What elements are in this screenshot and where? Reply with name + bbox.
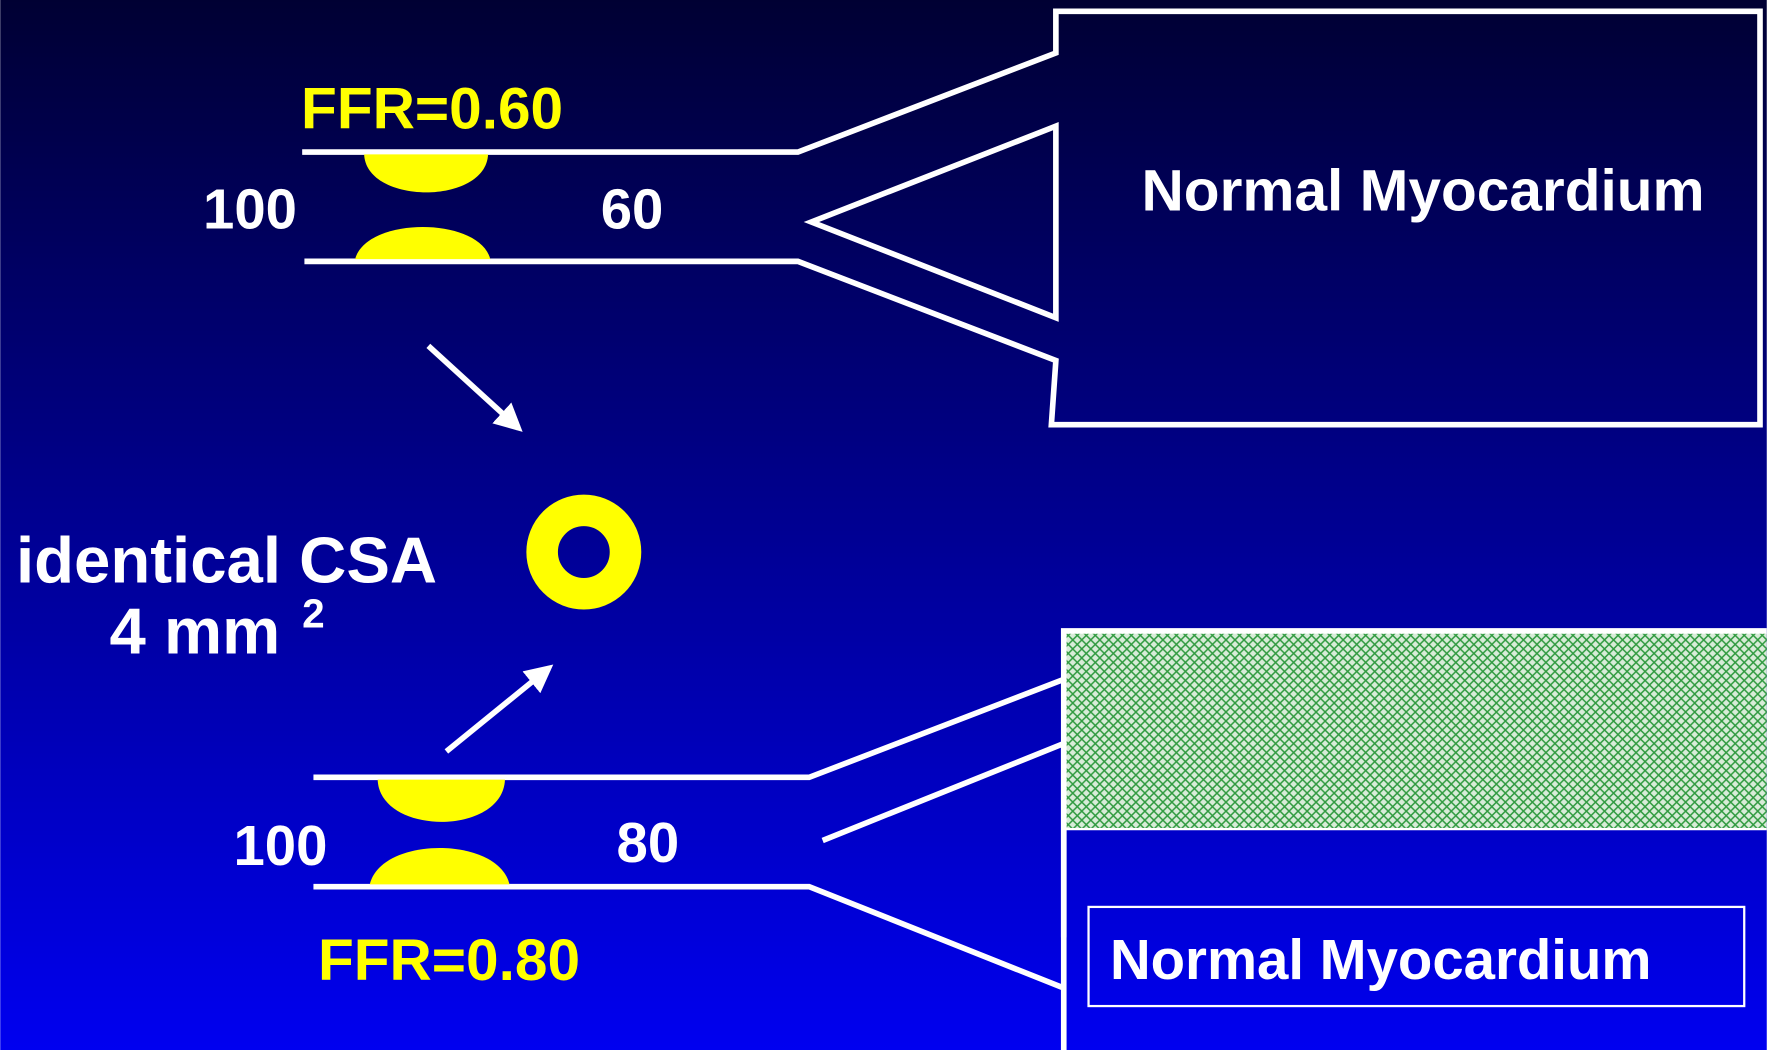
csa-label: identical CSA [16, 523, 437, 596]
proximal-pressure: 100 [233, 814, 327, 877]
ffr-label: FFR=0.80 [318, 928, 580, 993]
csa-area: 4 mm [110, 594, 281, 667]
hatched-territory [1064, 633, 1767, 829]
ffr-label: FFR=0.60 [301, 76, 563, 141]
diagram: FFR=0.60 100 60 Normal Myocardium identi… [0, 0, 1767, 1050]
distal-pressure: 60 [601, 178, 664, 241]
territory-label: Normal Myocardium [1141, 159, 1704, 224]
csa-exponent: 2 [302, 591, 325, 637]
territory-label: Normal Myocardium [1110, 928, 1652, 991]
page: {"top": {"ffr": "FFR=0.60", "proximal_pr… [0, 0, 1767, 1050]
proximal-pressure: 100 [203, 178, 297, 241]
distal-pressure: 80 [616, 811, 679, 874]
